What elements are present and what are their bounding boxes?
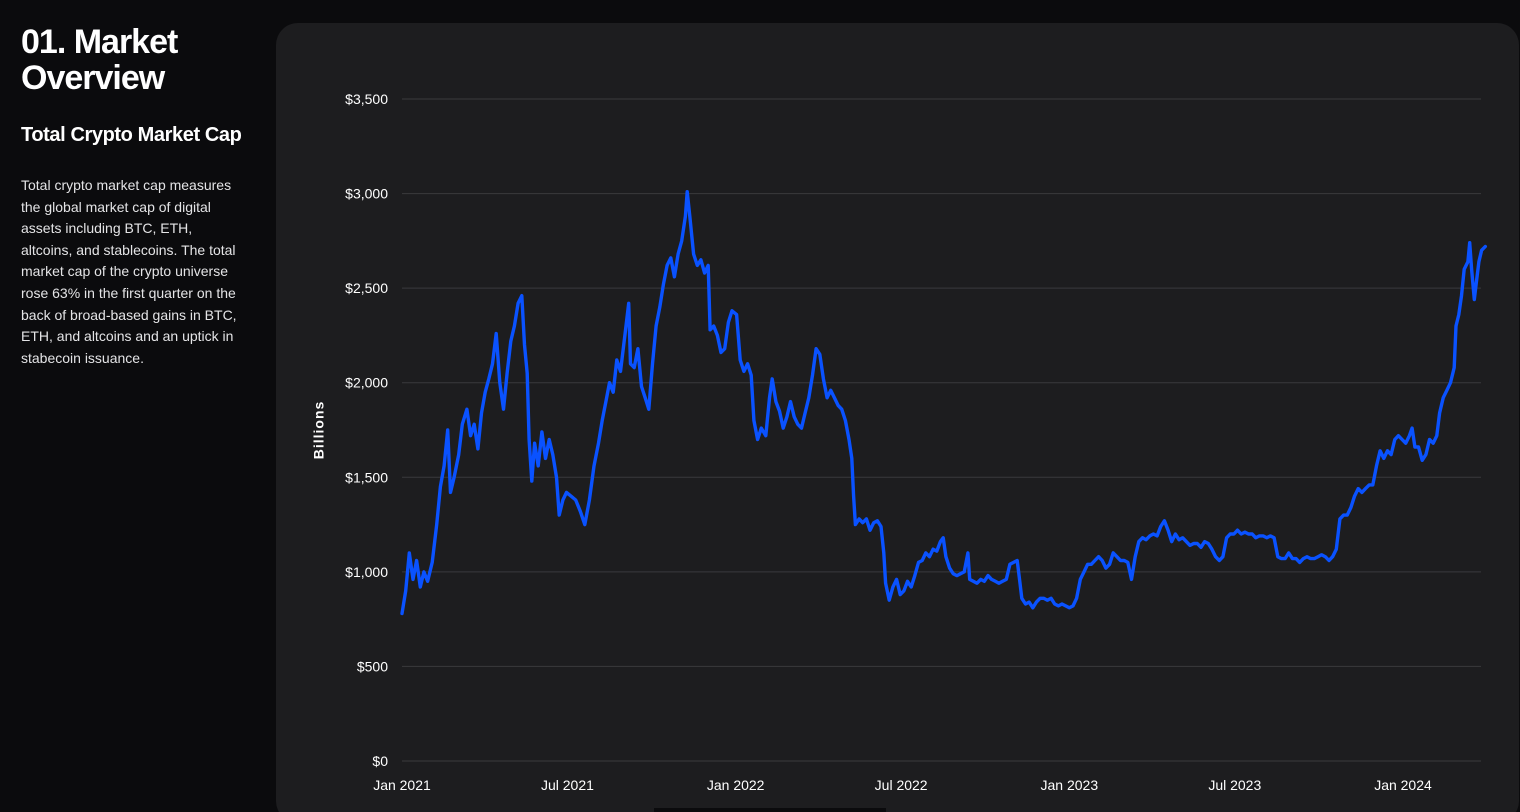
x-tick-label: Jul 2022 (875, 777, 928, 793)
x-tick-label: Jan 2021 (373, 777, 431, 793)
bottom-edge-notch (654, 808, 886, 812)
x-tick-label: Jul 2023 (1208, 777, 1261, 793)
chart-description: Total crypto market cap measures the glo… (21, 177, 237, 366)
section-title: 01. Market Overview (21, 23, 178, 98)
sidebar: 01. Market Overview Total Crypto Market … (21, 24, 251, 369)
y-tick-label: $0 (372, 753, 388, 769)
y-tick-label: $2,500 (345, 280, 388, 296)
y-axis-label: Billions (310, 400, 327, 460)
y-tick-label: $1,500 (345, 469, 388, 485)
y-tick-label: $3,500 (345, 91, 388, 107)
y-tick-label: $2,000 (345, 375, 388, 391)
y-tick-label: $1,000 (345, 564, 388, 580)
chart-panel (276, 23, 1519, 812)
x-tick-label: Jul 2021 (541, 777, 594, 793)
y-tick-label: $500 (357, 658, 388, 674)
x-tick-label: Jan 2022 (707, 777, 765, 793)
chart-subtitle: Total Crypto Market Cap (21, 124, 242, 147)
market-cap-line (400, 190, 1487, 616)
y-tick-label: $3,000 (345, 186, 388, 202)
x-tick-label: Jan 2023 (1041, 777, 1099, 793)
x-tick-label: Jan 2024 (1374, 777, 1432, 793)
